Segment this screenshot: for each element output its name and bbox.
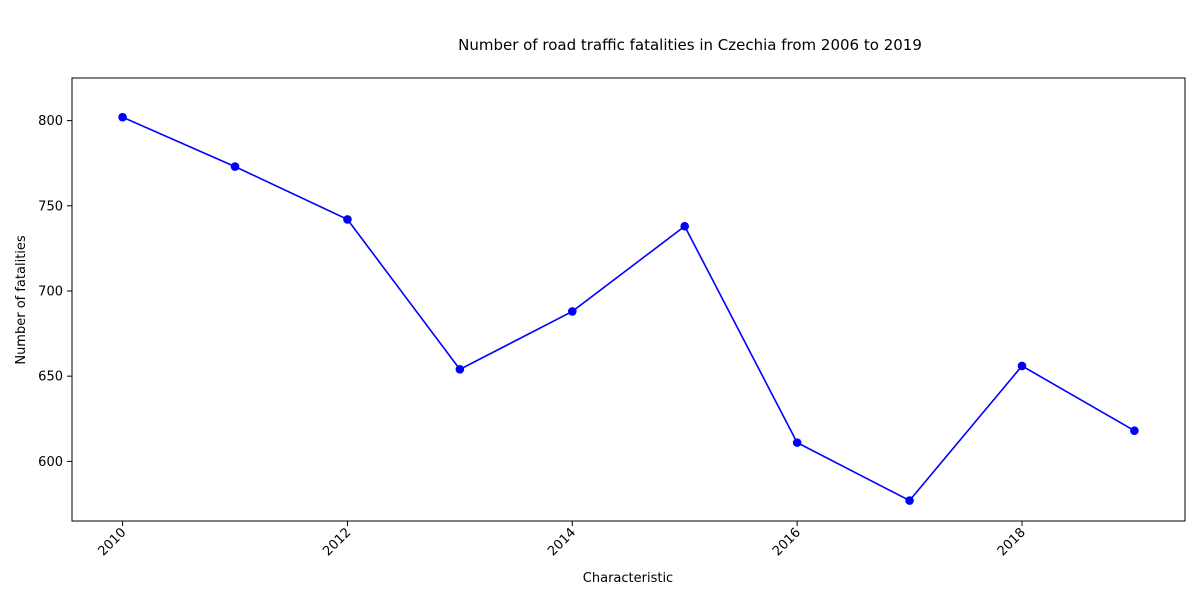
x-axis: 2010 2012 2014 2016 2018 (95, 521, 1029, 559)
chart-title: Number of road traffic fatalities in Cze… (458, 36, 922, 54)
data-point-2010 (118, 112, 127, 122)
x-tick-label: 2016 (770, 525, 804, 559)
data-point-2014 (567, 307, 577, 316)
y-tick-label: 700 (38, 284, 63, 299)
data-point-2012 (343, 215, 352, 224)
x-tick-label: 2010 (95, 525, 129, 559)
x-tick-label: 2014 (545, 525, 579, 559)
y-tick-label: 650 (38, 370, 63, 385)
y-tick-label: 750 (38, 199, 63, 214)
y-tick-label: 800 (38, 114, 63, 129)
data-point-2015 (680, 221, 690, 231)
data-point-2016 (792, 438, 802, 447)
data-point-2017 (905, 496, 914, 505)
x-tick-label: 2012 (320, 525, 354, 559)
x-axis-label: Characteristic (583, 571, 673, 586)
y-axis: 600 650 700 750 800 (38, 114, 72, 470)
data-point-2013 (455, 365, 465, 374)
data-point-2018 (1017, 361, 1027, 371)
data-point-2019 (1130, 426, 1139, 435)
x-tick-label: 2018 (995, 525, 1029, 559)
series-line (122, 116, 1135, 502)
y-tick-label: 600 (38, 455, 63, 470)
y-axis-label: Number of fatalities (14, 235, 29, 365)
plot-area-frame (71, 77, 1186, 522)
series-layer (118, 112, 1139, 505)
data-point-2011 (230, 162, 240, 171)
